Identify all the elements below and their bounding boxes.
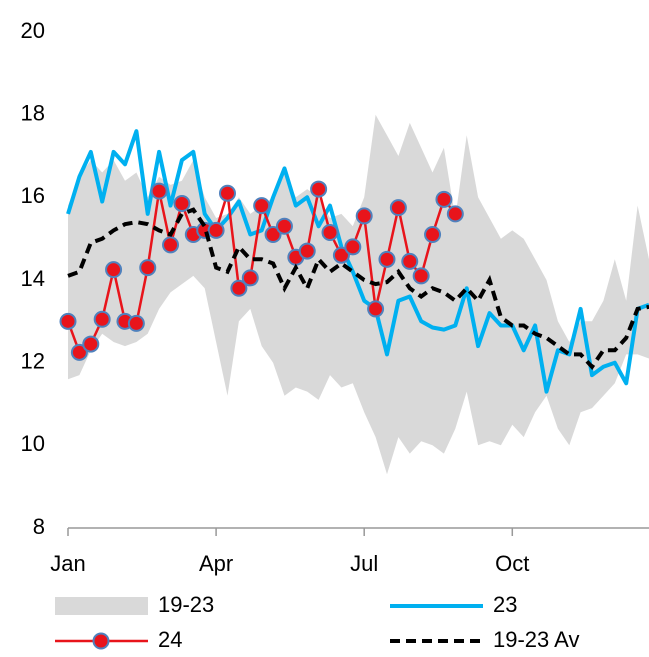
legend-label: 19-23 xyxy=(158,592,214,617)
data-point xyxy=(367,300,385,318)
average-line xyxy=(67,207,649,370)
data-point xyxy=(412,267,430,285)
range-band xyxy=(68,114,649,475)
data-point xyxy=(70,343,88,361)
data-point xyxy=(310,180,328,198)
data-point xyxy=(355,207,373,225)
y-tick-label: 12 xyxy=(21,348,45,373)
data-point xyxy=(275,217,293,235)
data-point xyxy=(389,199,407,217)
data-point xyxy=(435,190,453,208)
legend-swatch xyxy=(55,597,148,615)
data-point xyxy=(173,195,191,213)
data-point xyxy=(321,223,339,241)
y-tick-label: 16 xyxy=(21,183,45,208)
x-tick-label: Oct xyxy=(495,551,529,576)
legend-label: 24 xyxy=(158,627,182,652)
legend-label: 23 xyxy=(493,592,517,617)
y-tick-label: 18 xyxy=(21,100,45,125)
legend-marker xyxy=(92,632,110,650)
data-point xyxy=(344,238,362,256)
y-tick-label: 20 xyxy=(21,18,45,43)
y-tick-label: 10 xyxy=(21,431,45,456)
data-point xyxy=(378,250,396,268)
data-point xyxy=(298,242,316,260)
data-point xyxy=(59,312,77,330)
data-point xyxy=(82,335,100,353)
data-point xyxy=(162,236,180,254)
data-point xyxy=(105,261,123,279)
data-point xyxy=(332,246,350,264)
legend-label: 19-23 Av xyxy=(493,627,579,652)
y-tick-label: 8 xyxy=(33,514,45,539)
x-tick-label: Jul xyxy=(350,551,378,576)
data-point xyxy=(93,310,111,328)
y-tick-label: 14 xyxy=(21,266,45,291)
data-point xyxy=(264,226,282,244)
data-point xyxy=(150,182,168,200)
data-point xyxy=(218,184,236,202)
data-point xyxy=(446,205,464,223)
x-tick-label: Jan xyxy=(50,551,85,576)
data-point xyxy=(207,221,225,239)
data-point xyxy=(241,269,259,287)
data-point xyxy=(401,252,419,270)
data-point xyxy=(253,197,271,215)
x-tick-label: Apr xyxy=(199,551,233,576)
series-line xyxy=(66,129,649,394)
data-point xyxy=(127,314,145,332)
data-point xyxy=(424,226,442,244)
data-point xyxy=(230,279,248,297)
data-point xyxy=(139,259,157,277)
